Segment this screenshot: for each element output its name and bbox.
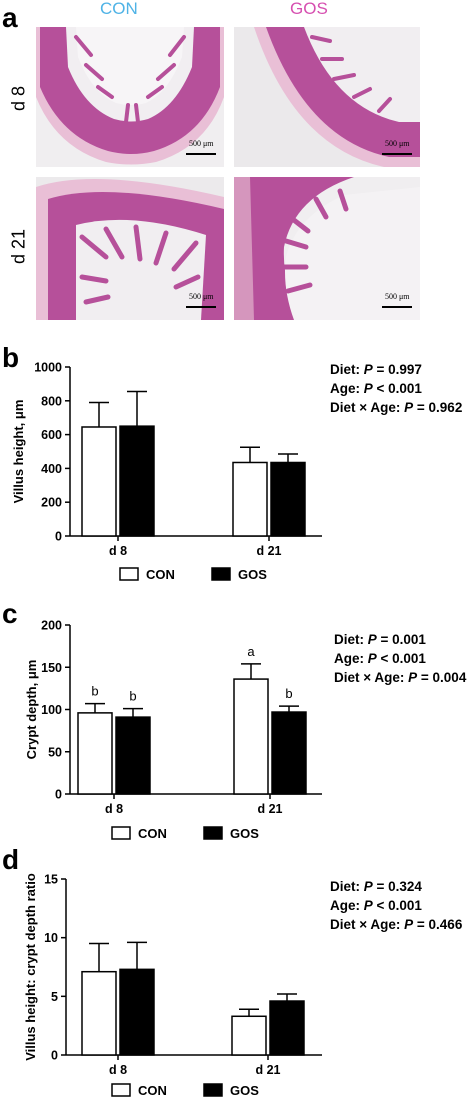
column-label-gos: GOS	[290, 0, 328, 18]
bar-con-d21	[233, 678, 269, 795]
y-tick-label: 150	[41, 661, 62, 675]
row-label-d21: d 21	[8, 228, 29, 265]
panel-d-letter: d	[2, 844, 20, 875]
bar-con-d8	[81, 970, 117, 1056]
stat-line: Diet × Age: P = 0.004	[334, 670, 467, 685]
y-tick-label: 5	[51, 990, 58, 1004]
panel-d-stats: Diet: P = 0.324 Age: P < 0.001 Diet × Ag…	[330, 877, 462, 934]
panel-b-letter: b	[2, 342, 20, 373]
scale-bar-label: 500 μm	[385, 139, 410, 148]
y-tick-label: 0	[51, 1049, 58, 1063]
significance-letter: b	[91, 684, 98, 699]
panel-c-letter: c	[2, 598, 18, 629]
crypt-depth-chart: 0 50 100 150 200 Crypt depth, μm d 8 b b d 21 a b CO…	[24, 619, 322, 841]
micrograph-gos-d8: 500 μm	[234, 27, 420, 167]
legend-swatch-gos	[203, 1083, 223, 1097]
stat-line: Diet: P = 0.324	[330, 879, 422, 894]
stat-line: Diet: P = 0.001	[334, 632, 426, 647]
y-tick-label: 0	[55, 530, 62, 544]
column-label-con: CON	[100, 0, 138, 18]
y-axis-label: Villus height, μm	[11, 400, 26, 504]
bar-gos-d21	[271, 711, 307, 795]
legend-swatch-con	[111, 826, 131, 840]
y-tick-label: 200	[41, 619, 62, 633]
stat-line: Diet × Age: P = 0.962	[330, 400, 463, 415]
legend-label-con: CON	[138, 1083, 167, 1098]
legend-label-con: CON	[146, 567, 175, 582]
legend-swatch-gos	[211, 567, 231, 581]
bar-con-d8	[81, 426, 117, 537]
y-axis-label: Crypt depth, μm	[24, 660, 39, 760]
bar-con-d21	[232, 461, 268, 537]
legend-swatch-con	[119, 567, 139, 581]
stat-line: Age: P < 0.001	[334, 651, 426, 666]
legend-label-gos: GOS	[230, 826, 259, 841]
y-tick-label: 100	[41, 703, 62, 717]
bar-gos-d8	[119, 425, 155, 537]
panel-a-letter: a	[2, 2, 18, 33]
y-tick-label: 800	[41, 394, 62, 408]
bar-gos-d8	[119, 968, 155, 1056]
legend-swatch-gos	[203, 826, 223, 840]
x-tick-label: d 21	[257, 802, 282, 816]
y-tick-label: 400	[41, 462, 62, 476]
significance-letter: b	[285, 686, 292, 701]
stat-line: Age: P < 0.001	[330, 898, 422, 913]
bar-con-d21	[231, 1015, 267, 1056]
legend-label-con: CON	[138, 826, 167, 841]
stat-line: Diet × Age: P = 0.466	[330, 917, 463, 932]
y-tick-label: 10	[44, 931, 58, 945]
villus-height-chart: 0 200 400 600 800 1000 Villus height, μm d 8 d 2…	[11, 361, 322, 582]
y-tick-label: 200	[41, 496, 62, 510]
y-tick-label: 600	[41, 428, 62, 442]
x-tick-label: d 21	[255, 1063, 280, 1077]
panel-b-stats: Diet: P = 0.997 Age: P < 0.001 Diet × Ag…	[330, 360, 462, 417]
significance-letter: a	[247, 644, 255, 659]
micrograph-con-d21: 500 μm	[36, 177, 224, 320]
bar-gos-d21	[269, 1000, 305, 1056]
y-tick-label: 1000	[34, 361, 62, 375]
y-tick-label: 50	[48, 745, 62, 759]
panel-c-stats: Diet: P = 0.001 Age: P < 0.001 Diet × Ag…	[334, 630, 466, 687]
x-tick-label: d 21	[256, 544, 281, 558]
legend-swatch-con	[111, 1083, 131, 1097]
legend-label-gos: GOS	[230, 1083, 259, 1098]
row-label-d8: d 8	[8, 85, 29, 112]
x-tick-label: d 8	[105, 802, 123, 816]
micrograph-con-d8: 500 μm	[36, 27, 224, 167]
significance-letter: b	[129, 689, 136, 704]
legend-label-gos: GOS	[238, 567, 267, 582]
bar-gos-d21	[270, 461, 306, 537]
x-tick-label: d 8	[109, 1063, 127, 1077]
bar-gos-d8	[115, 716, 151, 795]
x-tick-label: d 8	[109, 544, 127, 558]
y-tick-label: 15	[44, 873, 58, 887]
scale-bar-label: 500 μm	[385, 292, 410, 301]
villus-crypt-ratio-chart: 0 5 10 15 Villus height: crypt depth ratio d …	[23, 873, 322, 1098]
bar-con-d8	[77, 712, 113, 795]
scale-bar-label: 500 μm	[189, 139, 214, 148]
stat-line: Diet: P = 0.997	[330, 362, 422, 377]
y-tick-label: 0	[55, 788, 62, 802]
y-axis-label: Villus height: crypt depth ratio	[23, 873, 38, 1061]
micrograph-gos-d21: 500 μm	[234, 177, 420, 320]
scale-bar-label: 500 μm	[189, 292, 214, 301]
stat-line: Age: P < 0.001	[330, 381, 422, 396]
